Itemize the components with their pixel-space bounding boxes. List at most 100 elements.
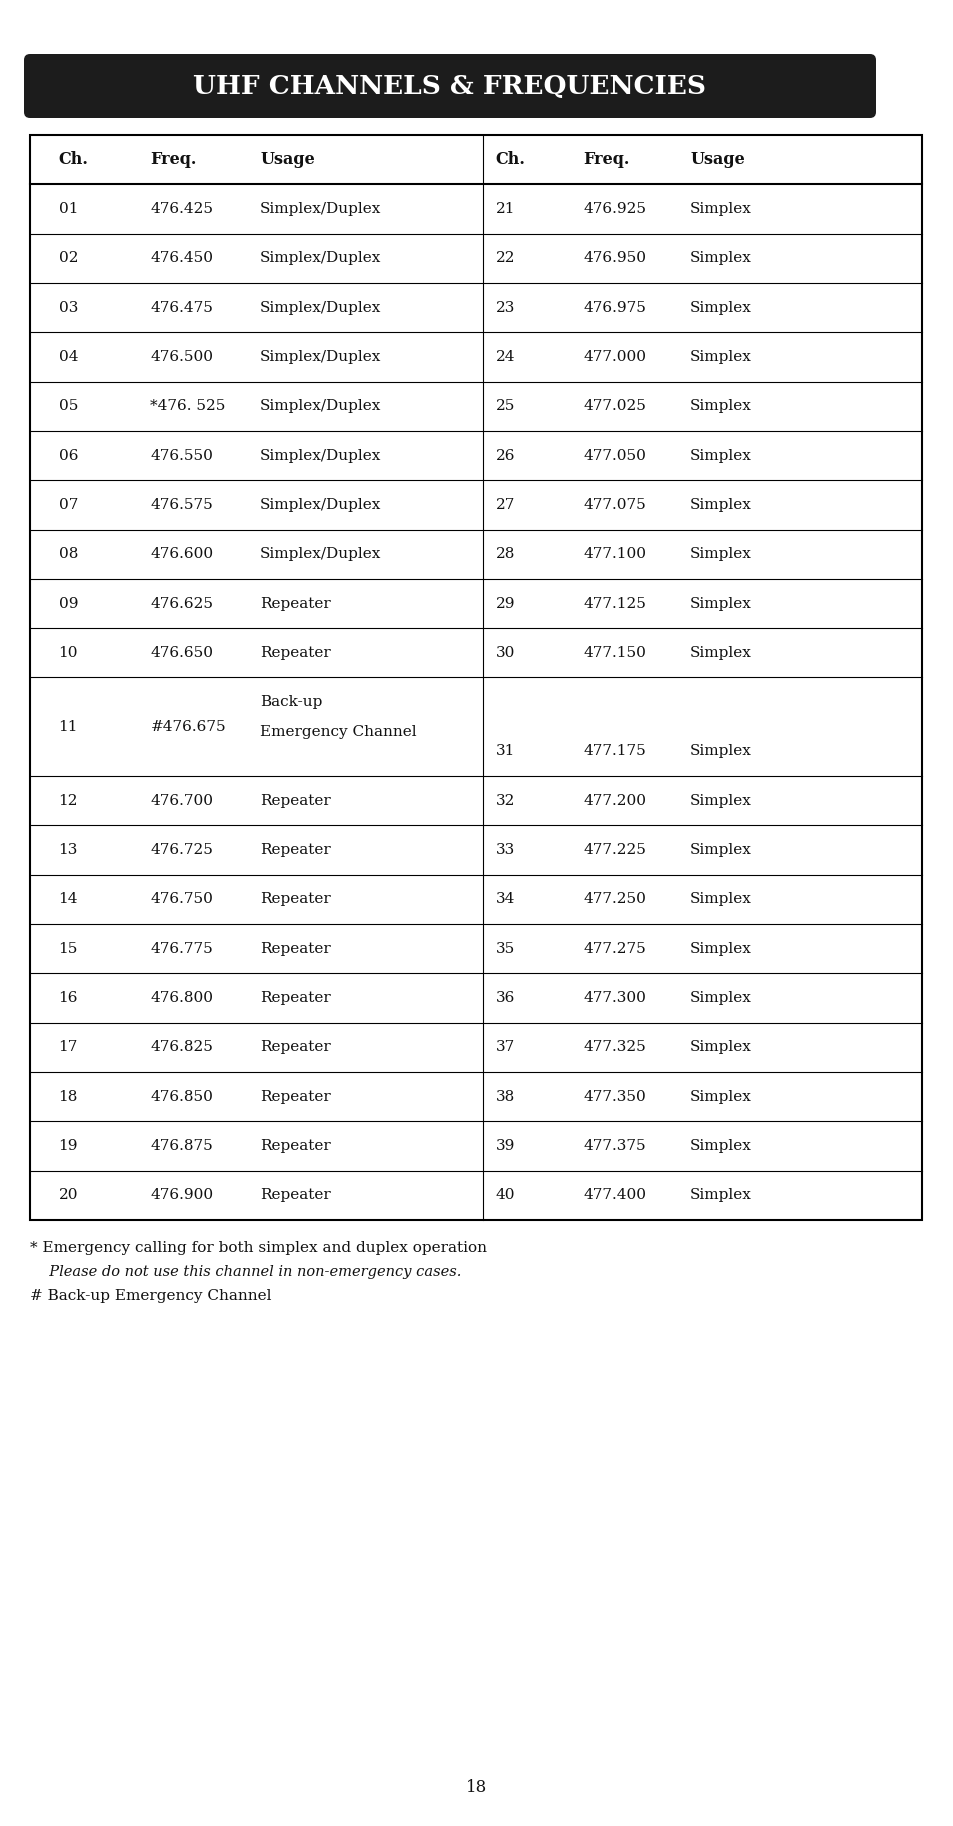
Text: 06: 06: [58, 449, 78, 462]
Text: Simplex/Duplex: Simplex/Duplex: [260, 203, 381, 215]
Text: #476.675: #476.675: [151, 719, 226, 734]
Text: Repeater: Repeater: [260, 1090, 331, 1103]
Text: 476.850: 476.850: [151, 1090, 213, 1103]
Text: Simplex/Duplex: Simplex/Duplex: [260, 252, 381, 265]
Text: 28: 28: [496, 548, 515, 561]
Text: Simplex: Simplex: [689, 794, 751, 807]
Text: Repeater: Repeater: [260, 942, 331, 955]
Text: Repeater: Repeater: [260, 992, 331, 1004]
Text: Simplex: Simplex: [689, 1139, 751, 1152]
Text: 476.600: 476.600: [151, 548, 213, 561]
Text: 11: 11: [58, 719, 78, 734]
Text: 10: 10: [58, 646, 78, 659]
Text: Simplex: Simplex: [689, 548, 751, 561]
Text: 476.700: 476.700: [151, 794, 213, 807]
Text: # Back-up Emergency Channel: # Back-up Emergency Channel: [30, 1289, 272, 1304]
Text: Simplex: Simplex: [689, 1189, 751, 1202]
Text: 477.300: 477.300: [582, 992, 645, 1004]
Text: Simplex: Simplex: [689, 646, 751, 659]
Text: 37: 37: [496, 1041, 515, 1054]
Text: 09: 09: [58, 597, 78, 610]
Text: 477.350: 477.350: [582, 1090, 645, 1103]
Text: Simplex: Simplex: [689, 400, 751, 413]
Text: 14: 14: [58, 893, 78, 906]
Text: 476.825: 476.825: [151, 1041, 213, 1054]
Text: Freq.: Freq.: [151, 152, 196, 168]
Text: 08: 08: [58, 548, 78, 561]
Text: Simplex/Duplex: Simplex/Duplex: [260, 400, 381, 413]
Text: 36: 36: [496, 992, 515, 1004]
Text: 476.750: 476.750: [151, 893, 213, 906]
Text: 03: 03: [58, 301, 78, 314]
Text: 05: 05: [58, 400, 78, 413]
Text: 477.000: 477.000: [582, 351, 645, 363]
Text: * Emergency calling for both simplex and duplex operation: * Emergency calling for both simplex and…: [30, 1242, 486, 1254]
Text: 30: 30: [496, 646, 515, 659]
Text: 40: 40: [496, 1189, 515, 1202]
Text: 24: 24: [496, 351, 515, 363]
Text: 476.775: 476.775: [151, 942, 213, 955]
Text: 476.475: 476.475: [151, 301, 213, 314]
Text: Repeater: Repeater: [260, 597, 331, 610]
Text: Ch.: Ch.: [58, 152, 89, 168]
Text: Repeater: Repeater: [260, 1041, 331, 1054]
Text: Repeater: Repeater: [260, 646, 331, 659]
Text: Simplex: Simplex: [689, 203, 751, 215]
Text: Simplex: Simplex: [689, 498, 751, 511]
Text: Repeater: Repeater: [260, 1189, 331, 1202]
Text: Simplex: Simplex: [689, 449, 751, 462]
Text: 27: 27: [496, 498, 515, 511]
Text: Simplex/Duplex: Simplex/Duplex: [260, 548, 381, 561]
Text: 39: 39: [496, 1139, 515, 1152]
Text: 476.900: 476.900: [151, 1189, 213, 1202]
Text: 19: 19: [58, 1139, 78, 1152]
Text: 476.650: 476.650: [151, 646, 213, 659]
Text: Simplex: Simplex: [689, 942, 751, 955]
Text: 13: 13: [58, 844, 78, 856]
Text: Back-up: Back-up: [260, 696, 322, 708]
Text: 476.950: 476.950: [582, 252, 645, 265]
Text: 07: 07: [58, 498, 78, 511]
Text: Simplex/Duplex: Simplex/Duplex: [260, 449, 381, 462]
Text: 38: 38: [496, 1090, 515, 1103]
Text: UHF CHANNELS & FREQUENCIES: UHF CHANNELS & FREQUENCIES: [193, 73, 706, 99]
Text: 476.500: 476.500: [151, 351, 213, 363]
Text: 20: 20: [58, 1189, 78, 1202]
Text: Simplex: Simplex: [689, 1041, 751, 1054]
Text: 477.400: 477.400: [582, 1189, 645, 1202]
Text: Simplex: Simplex: [689, 1090, 751, 1103]
Text: 476.425: 476.425: [151, 203, 213, 215]
Text: 476.875: 476.875: [151, 1139, 213, 1152]
Text: 02: 02: [58, 252, 78, 265]
Text: 35: 35: [496, 942, 515, 955]
Text: 476.550: 476.550: [151, 449, 213, 462]
Text: Usage: Usage: [689, 152, 744, 168]
Text: *476. 525: *476. 525: [151, 400, 226, 413]
Text: Repeater: Repeater: [260, 794, 331, 807]
Text: 21: 21: [496, 203, 515, 215]
Text: Simplex: Simplex: [689, 597, 751, 610]
Text: 476.575: 476.575: [151, 498, 213, 511]
Text: Simplex/Duplex: Simplex/Duplex: [260, 498, 381, 511]
Text: Usage: Usage: [260, 152, 314, 168]
Text: Repeater: Repeater: [260, 1139, 331, 1152]
Text: 477.200: 477.200: [582, 794, 645, 807]
Text: 16: 16: [58, 992, 78, 1004]
Text: 22: 22: [496, 252, 515, 265]
Text: 476.975: 476.975: [582, 301, 645, 314]
Text: 04: 04: [58, 351, 78, 363]
Text: 476.625: 476.625: [151, 597, 213, 610]
Text: Simplex/Duplex: Simplex/Duplex: [260, 351, 381, 363]
Text: 34: 34: [496, 893, 515, 906]
Text: 18: 18: [466, 1780, 487, 1797]
Text: Freq.: Freq.: [582, 152, 629, 168]
Text: 477.225: 477.225: [582, 844, 645, 856]
Text: 477.150: 477.150: [582, 646, 645, 659]
Text: 23: 23: [496, 301, 515, 314]
Text: 26: 26: [496, 449, 515, 462]
Text: 32: 32: [496, 794, 515, 807]
Text: 29: 29: [496, 597, 515, 610]
Text: 17: 17: [58, 1041, 78, 1054]
Text: 477.025: 477.025: [582, 400, 645, 413]
Text: 476.800: 476.800: [151, 992, 213, 1004]
